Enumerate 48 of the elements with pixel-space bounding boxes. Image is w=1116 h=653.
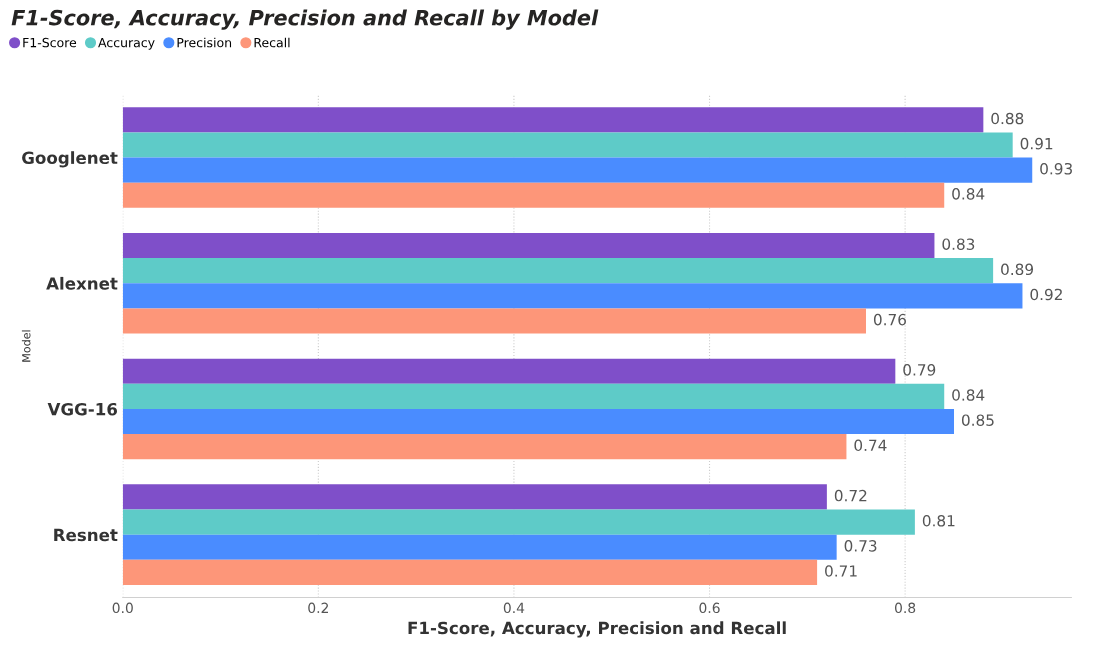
bar bbox=[122, 258, 994, 284]
bar bbox=[122, 484, 827, 510]
data-label: 0.88 bbox=[991, 112, 1024, 125]
data-label: 0.92 bbox=[1030, 288, 1062, 301]
bar bbox=[122, 232, 935, 259]
data-label: 0.83 bbox=[942, 238, 975, 250]
bar bbox=[122, 559, 818, 585]
chart-title: F1-Score, Accuracy, Precision and Recall by Model bbox=[11, 9, 599, 30]
data-label: 0.89 bbox=[1001, 263, 1034, 276]
x-tick-label: 0.2 bbox=[308, 602, 328, 614]
legend-label: Accuracy bbox=[98, 38, 155, 50]
data-label: 0.79 bbox=[903, 364, 936, 376]
y-axis-title: Model bbox=[21, 330, 31, 362]
legend-label: Precision bbox=[177, 37, 232, 48]
bar bbox=[122, 408, 955, 435]
legend-label: F1-Score bbox=[23, 37, 77, 48]
data-label: 0.74 bbox=[854, 439, 887, 452]
data-label: 0.81 bbox=[922, 514, 955, 527]
y-tick-label: Alexnet bbox=[46, 276, 118, 290]
bar bbox=[122, 358, 896, 384]
x-tick-label: 0.6 bbox=[699, 602, 720, 614]
bar bbox=[122, 283, 1023, 309]
bar bbox=[122, 434, 847, 460]
x-tick-label: 0.8 bbox=[894, 602, 916, 614]
data-label: 0.84 bbox=[952, 389, 985, 401]
data-label: 0.93 bbox=[1040, 162, 1072, 175]
legend-label: Recall bbox=[254, 37, 290, 48]
bar bbox=[122, 308, 866, 334]
y-tick-label: Googlenet bbox=[22, 151, 118, 168]
data-label: 0.76 bbox=[873, 313, 906, 326]
bar bbox=[122, 383, 945, 409]
y-tick-label: VGG-16 bbox=[47, 402, 118, 416]
bar bbox=[122, 509, 915, 535]
bar bbox=[122, 132, 1013, 158]
data-label: 0.85 bbox=[961, 414, 994, 426]
y-tick-label: Resnet bbox=[54, 528, 118, 542]
data-label: 0.72 bbox=[834, 489, 867, 502]
bar bbox=[122, 534, 837, 560]
data-label: 0.84 bbox=[952, 188, 985, 200]
bar bbox=[122, 157, 1033, 183]
x-tick-label: 0.0 bbox=[112, 602, 133, 614]
bar bbox=[122, 107, 984, 133]
data-label: 0.73 bbox=[844, 540, 877, 552]
x-tick-label: 0.4 bbox=[503, 602, 525, 614]
data-label: 0.71 bbox=[825, 565, 857, 577]
bar bbox=[122, 182, 945, 208]
data-label: 0.91 bbox=[1020, 137, 1053, 150]
x-axis-title: F1-Score, Accuracy, Precision and Recall bbox=[408, 621, 786, 638]
